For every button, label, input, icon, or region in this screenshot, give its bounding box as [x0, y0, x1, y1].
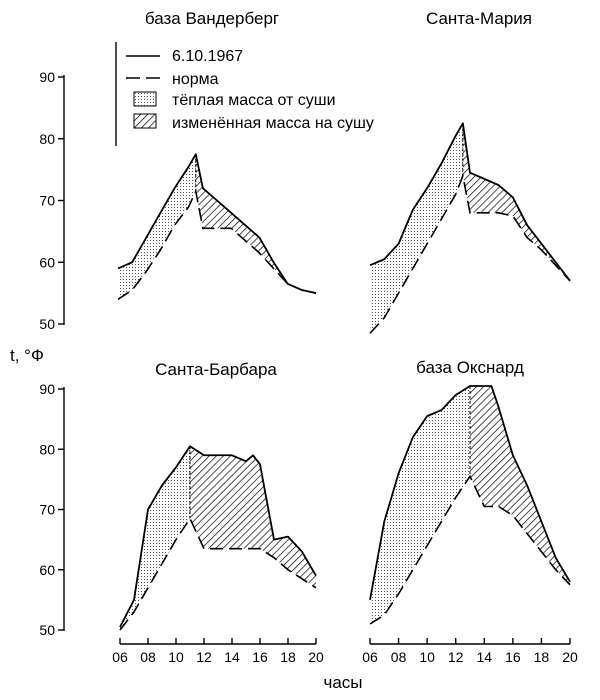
x-tick-label-santa-barbara-16: 16	[252, 649, 268, 665]
panel-santa-maria	[369, 122, 571, 334]
legend-modified-swatch	[133, 113, 157, 129]
modified-mass-area-vandenberg	[195, 154, 316, 294]
x-tick-label-santa-barbara-14: 14	[224, 649, 240, 665]
y-unit-label: t, °Ф	[10, 346, 44, 365]
legend-modified-label: изменённая масса на сушу	[172, 115, 374, 132]
x-tick-label-santa-barbara-10: 10	[168, 649, 184, 665]
panel-vandenberg: 50 60 70 80 90	[39, 69, 317, 332]
legend-actual-label: 6.10.1967	[172, 48, 243, 65]
warm-mass-area-santa-barbara	[120, 446, 190, 630]
x-tick-label-santa-barbara-8: 08	[140, 649, 156, 665]
warm-mass-area-vandenberg	[118, 154, 196, 300]
panel-title-oxnard: база Окснард	[416, 358, 524, 377]
x-tick-label-oxnard-8: 08	[391, 649, 407, 665]
y-tick-label-santa-barbara-90: 90	[39, 381, 55, 397]
actual-line-santa-barbara	[119, 445, 317, 628]
x-tick-label-oxnard-16: 16	[505, 649, 521, 665]
actual-line-oxnard	[369, 385, 571, 601]
y-tick-label-vandenberg-70: 70	[39, 193, 55, 209]
legend-warm-label: тёплая масса от суши	[172, 92, 336, 109]
legend-normal-label: норма	[172, 71, 219, 88]
modified-mass-area-santa-barbara	[190, 446, 316, 588]
normal-line-oxnard	[369, 474, 571, 625]
y-tick-label-vandenberg-60: 60	[39, 254, 55, 270]
y-tick-label-vandenberg-90: 90	[39, 69, 55, 85]
modified-mass-area-santa-maria	[462, 123, 570, 281]
normal-line-vandenberg	[117, 188, 317, 300]
legend: 6.10.1967 норма тёплая масса от суши изм…	[115, 42, 374, 146]
panel-title-santa-maria: Санта-Мария	[426, 9, 532, 28]
x-tick-label-oxnard-18: 18	[534, 649, 550, 665]
panel-oxnard: 06 08 10 12 14 16 18 20	[362, 385, 578, 665]
warm-mass-area-oxnard	[370, 386, 470, 624]
y-tick-label-santa-barbara-80: 80	[39, 441, 55, 457]
y-tick-label-santa-barbara-50: 50	[39, 622, 55, 638]
y-tick-label-vandenberg-80: 80	[39, 131, 55, 147]
x-tick-label-santa-barbara-6: 06	[112, 649, 128, 665]
x-tick-label-santa-barbara-18: 18	[280, 649, 296, 665]
x-axis-label: часы	[323, 673, 362, 692]
x-tick-label-oxnard-10: 10	[419, 649, 435, 665]
x-tick-label-santa-barbara-20: 20	[308, 649, 324, 665]
x-tick-label-oxnard-20: 20	[562, 649, 578, 665]
normal-line-santa-barbara	[119, 516, 317, 631]
y-tick-label-santa-barbara-70: 70	[39, 502, 55, 518]
panel-title-vandenberg: база Вандерберг	[145, 9, 279, 28]
y-tick-label-vandenberg-50: 50	[39, 316, 55, 332]
warm-mass-area-santa-maria	[370, 123, 463, 334]
modified-mass-area-oxnard	[470, 386, 570, 585]
x-tick-label-oxnard-6: 06	[362, 649, 378, 665]
y-tick-label-santa-barbara-60: 60	[39, 562, 55, 578]
panel-santa-barbara: 50 60 70 80 90 06 08 10 12 14 16 18 20	[39, 381, 324, 665]
actual-line-santa-maria	[369, 122, 571, 282]
x-tick-label-santa-barbara-12: 12	[196, 649, 212, 665]
chart-panels: 50 60 70 80 90 50 60 70 80 90 06 08 10 12 14 16 18 20 06 08…	[39, 69, 578, 665]
x-tick-label-oxnard-12: 12	[448, 649, 464, 665]
legend-warm-swatch	[133, 91, 157, 107]
normal-line-santa-maria	[369, 172, 571, 334]
actual-line-vandenberg	[117, 153, 317, 295]
x-tick-label-oxnard-14: 14	[476, 649, 492, 665]
panel-title-santa-barbara: Санта-Барбара	[155, 360, 277, 379]
